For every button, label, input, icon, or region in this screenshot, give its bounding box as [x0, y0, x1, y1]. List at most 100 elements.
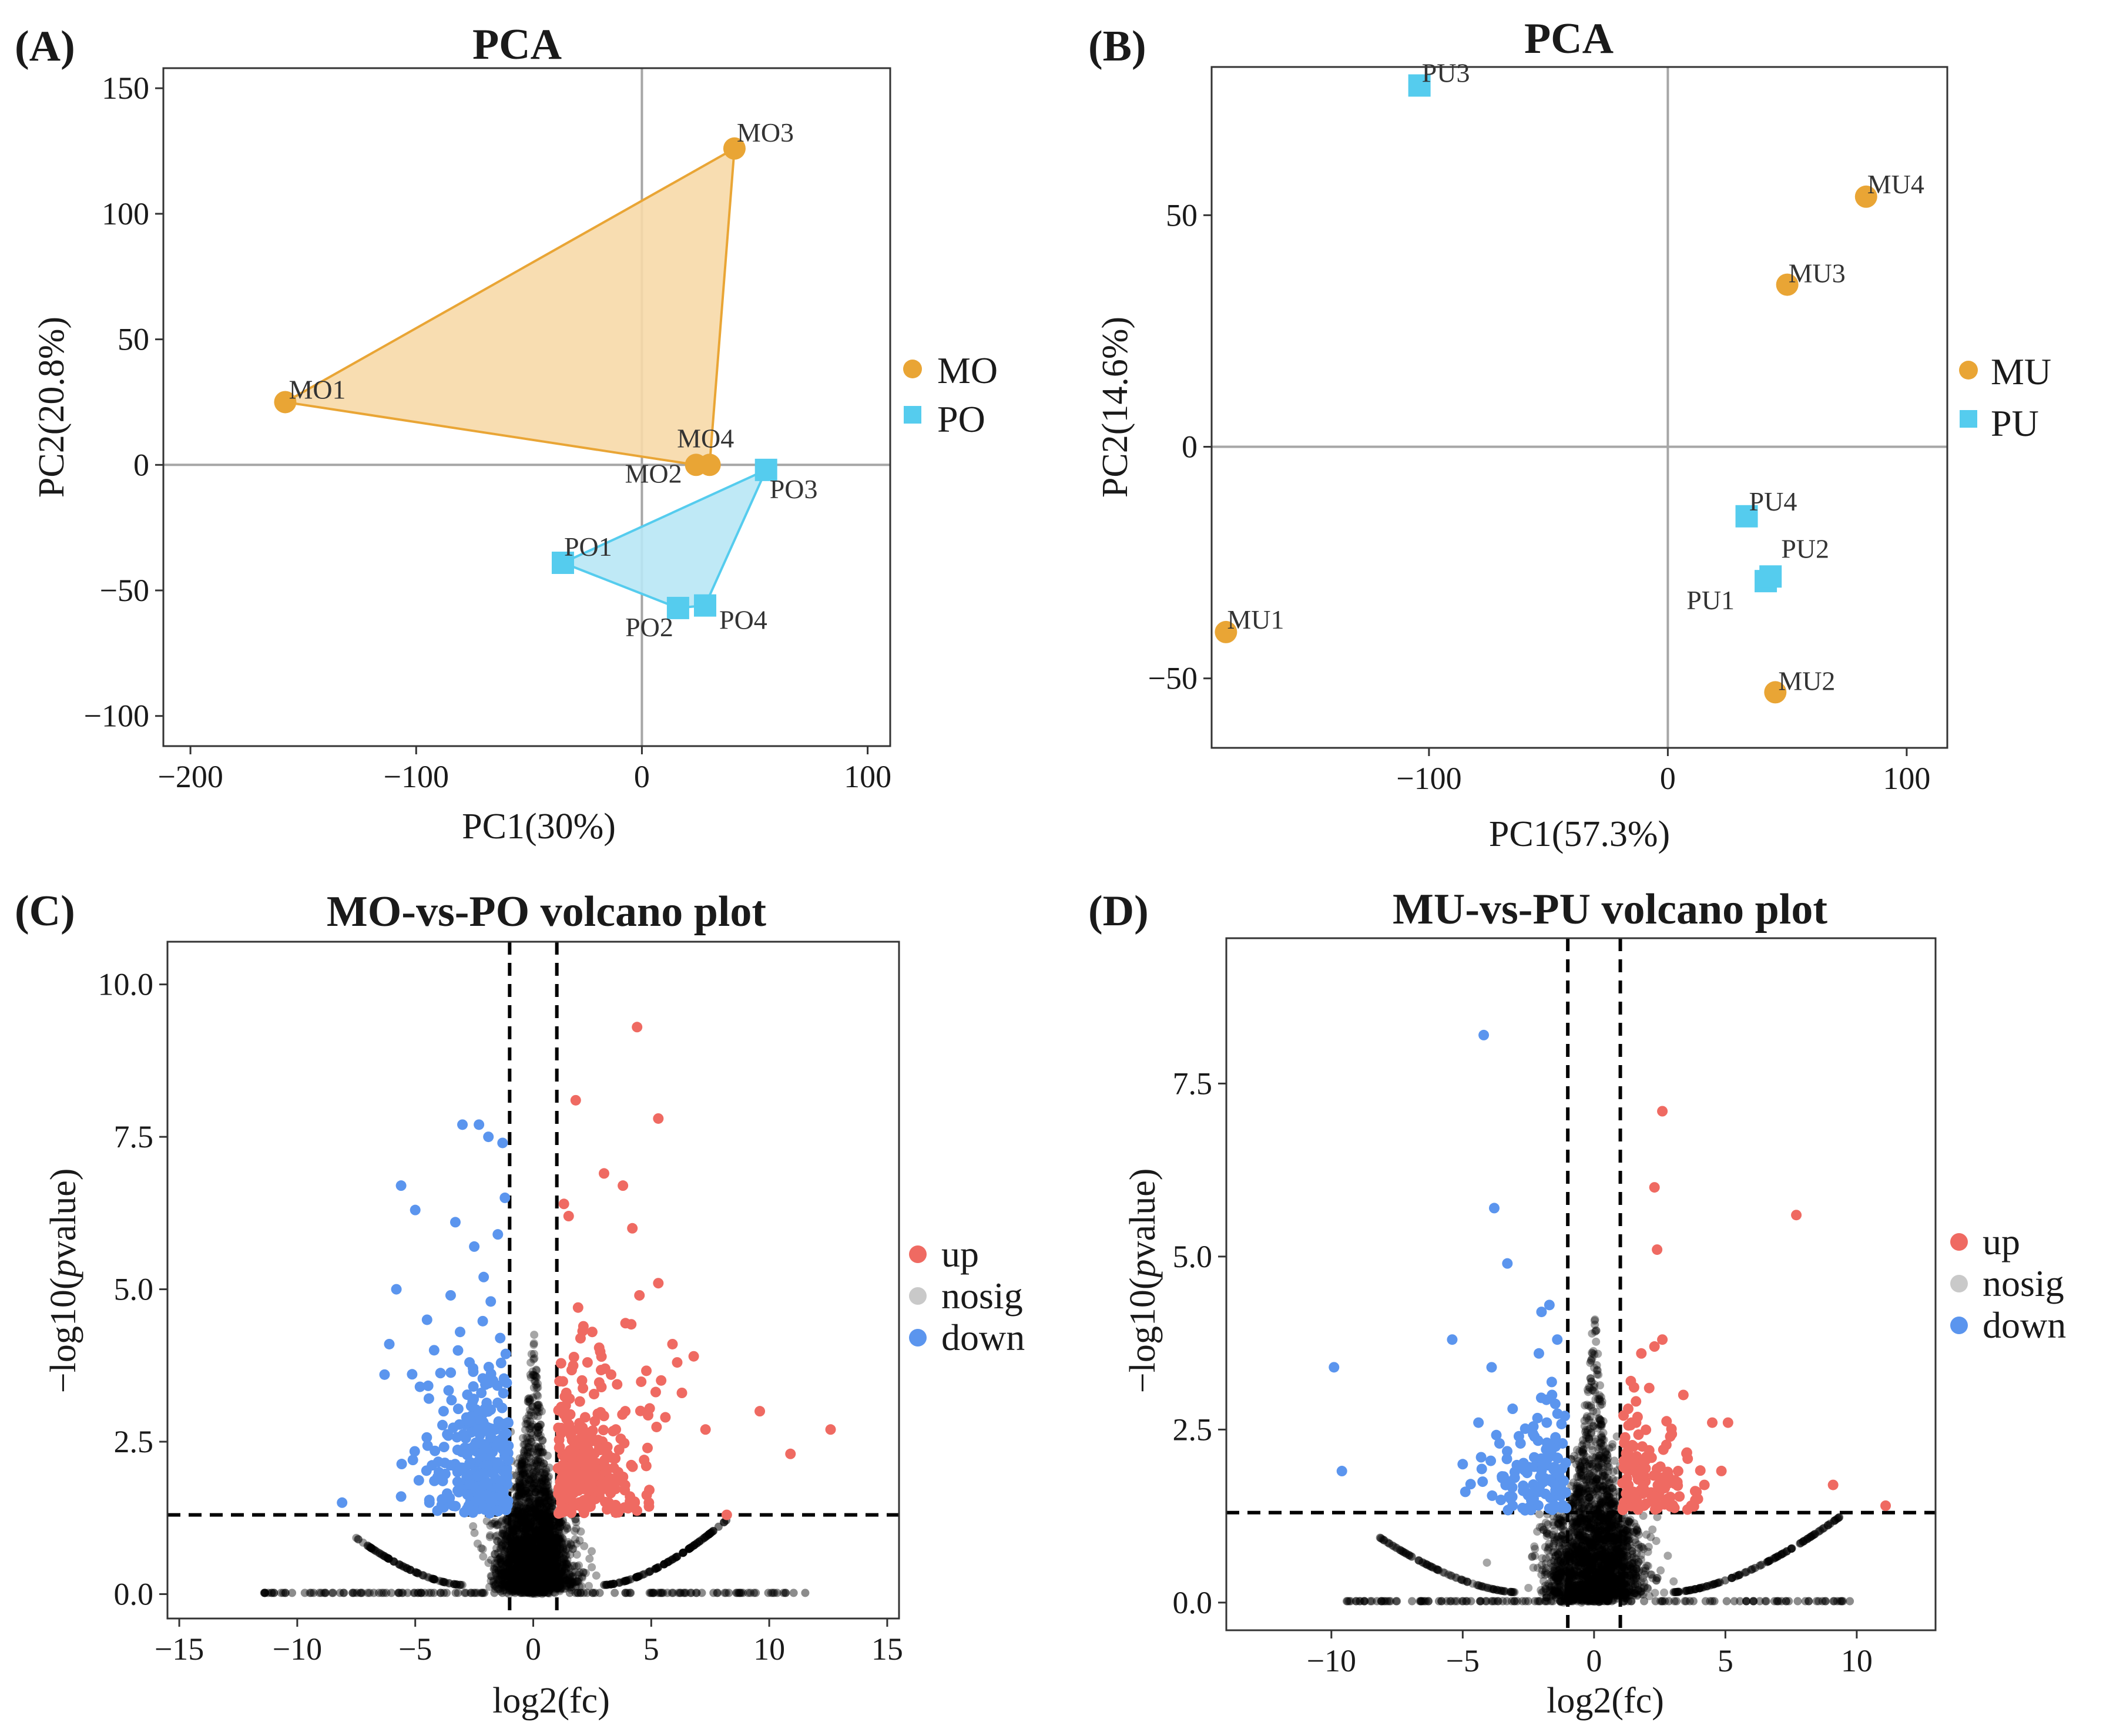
- up-point: [555, 1492, 566, 1503]
- nosig-point: [541, 1580, 549, 1589]
- point-mu1: [1215, 620, 1237, 643]
- nosig-point: [568, 1544, 577, 1553]
- nosig-point: [521, 1527, 530, 1536]
- nosig-point: [522, 1523, 531, 1532]
- nosig-point: [540, 1585, 549, 1594]
- nosig-point: [496, 1553, 505, 1562]
- nosig-point: [512, 1578, 521, 1587]
- nosig-point: [522, 1544, 531, 1553]
- nosig-point: [541, 1469, 549, 1478]
- nosig-point: [514, 1492, 523, 1500]
- nosig-point: [540, 1541, 549, 1550]
- nosig-point: [498, 1526, 507, 1535]
- nosig-point: [526, 1559, 535, 1567]
- nosig-point: [511, 1521, 520, 1530]
- y-tick-label: −100: [84, 699, 149, 734]
- y-tick-label: 10.0: [98, 967, 154, 1002]
- nosig-point: [512, 1549, 521, 1558]
- nosig-point: [512, 1517, 521, 1526]
- nosig-point: [511, 1533, 520, 1542]
- y-axis-label-a: PC2(20.8%): [32, 317, 72, 498]
- nosig-point: [545, 1573, 554, 1582]
- nosig-point: [516, 1584, 525, 1593]
- nosig-point: [354, 1535, 363, 1544]
- nosig-point: [529, 1551, 538, 1560]
- point-label-mu3: MU3: [1789, 258, 1846, 288]
- nosig-point: [522, 1576, 531, 1585]
- nosig-point: [515, 1542, 524, 1551]
- nosig-point: [545, 1539, 554, 1547]
- nosig-point: [532, 1534, 541, 1543]
- nosig-point: [526, 1454, 535, 1463]
- nosig-point: [514, 1552, 523, 1561]
- nosig-point: [552, 1525, 561, 1533]
- nosig-point: [518, 1459, 526, 1468]
- legend-a: MO PO: [903, 350, 998, 440]
- down-point: [407, 1369, 418, 1380]
- nosig-point: [524, 1567, 533, 1576]
- point-label-pu4: PU4: [1749, 486, 1797, 516]
- up-point: [595, 1406, 606, 1418]
- nosig-point: [514, 1584, 523, 1593]
- x-tick-label: −10: [273, 1631, 322, 1667]
- nosig-point: [512, 1483, 521, 1492]
- y-tick-label: 50: [1166, 197, 1198, 233]
- up-point: [607, 1452, 618, 1463]
- nosig-point: [525, 1526, 534, 1534]
- nosig-point: [514, 1575, 523, 1584]
- nosig-point: [538, 1476, 546, 1485]
- nosig-point: [518, 1524, 527, 1533]
- nosig-point: [513, 1562, 522, 1570]
- nosig-point: [498, 1529, 507, 1538]
- nosig-point: [525, 1468, 534, 1477]
- y-tick-label: 0: [1182, 429, 1198, 465]
- nosig-point: [549, 1549, 558, 1558]
- nosig-point: [648, 1589, 656, 1597]
- nosig-point: [538, 1576, 547, 1585]
- nosig-point: [542, 1492, 551, 1501]
- nosig-point: [588, 1547, 596, 1556]
- nosig-point: [522, 1567, 531, 1576]
- panel-letter-a: (A): [15, 22, 75, 70]
- nosig-point: [530, 1525, 539, 1534]
- down-point: [423, 1393, 434, 1404]
- nosig-point: [519, 1549, 528, 1558]
- nosig-point: [512, 1563, 521, 1572]
- point-label-pu1: PU1: [1686, 585, 1735, 615]
- legend-label-pu: PU: [1991, 402, 2039, 444]
- y-tick-label: −50: [1148, 661, 1198, 696]
- legend-marker-pu: [1960, 410, 1977, 428]
- nosig-point: [544, 1496, 553, 1505]
- up-point: [641, 1365, 652, 1376]
- legend-marker-nosig: [909, 1287, 927, 1305]
- nosig-point: [545, 1566, 554, 1575]
- nosig-point: [524, 1450, 532, 1459]
- nosig-point: [576, 1527, 585, 1536]
- nosig-point: [529, 1355, 538, 1364]
- nosig-point: [533, 1404, 542, 1413]
- nosig-point: [532, 1586, 541, 1595]
- nosig-point: [537, 1574, 546, 1583]
- up-point: [558, 1198, 569, 1210]
- nosig-point: [522, 1567, 531, 1576]
- y-tick-label: 100: [102, 196, 149, 231]
- down-point: [492, 1229, 504, 1240]
- nosig-point: [535, 1588, 544, 1597]
- nosig-point: [668, 1589, 676, 1597]
- nosig-point: [532, 1576, 541, 1585]
- nosig-point: [521, 1553, 530, 1562]
- nosig-point: [492, 1559, 501, 1568]
- nosig-point: [527, 1550, 536, 1559]
- nosig-point: [518, 1589, 527, 1597]
- nosig-point: [528, 1543, 537, 1552]
- down-point: [464, 1458, 475, 1469]
- down-point: [450, 1217, 461, 1228]
- nosig-point: [521, 1499, 529, 1507]
- point-label-mo4: MO4: [677, 423, 734, 453]
- point-label-mo1: MO1: [289, 374, 346, 404]
- nosig-point: [750, 1589, 759, 1597]
- up-point: [586, 1327, 598, 1338]
- nosig-point: [520, 1518, 529, 1527]
- down-point: [495, 1475, 506, 1486]
- nosig-point: [491, 1569, 500, 1577]
